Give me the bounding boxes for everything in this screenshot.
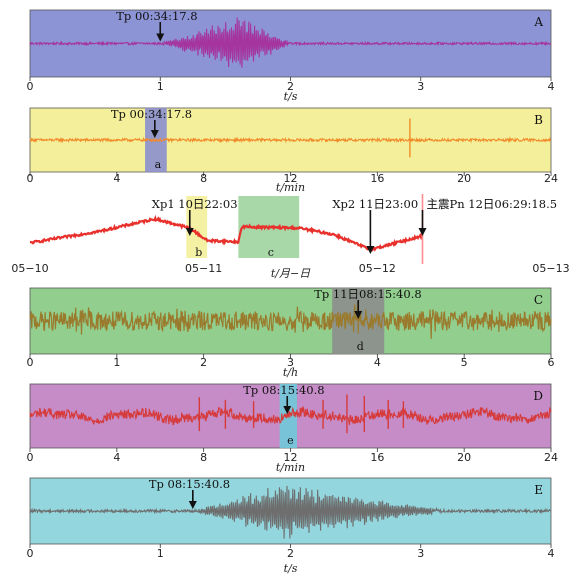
annotation-0: Tp 08:15:40.8 [243,383,324,397]
annotation-0: Tp 00:34:17.8 [111,107,192,121]
waveform-line [29,485,552,539]
tick-label: 20 [457,451,471,464]
panel-c: d Tp 11日08:15:40.8 C 0 1 2 3 4 5 6 t/h [27,287,555,379]
annotation-0: Xp1 10日22:03 [152,197,238,211]
tick-label: 0 [27,451,34,464]
annotation-0: Tp 08:15:40.8 [149,477,230,491]
tick-label: 05−13 [532,262,569,275]
tick-label: 3 [417,80,424,93]
tick-label: 05−12 [359,262,396,275]
x-axis-label: t/月−日 [271,267,311,280]
x-axis-label: t/min [276,461,305,474]
arrow-head-0 [156,33,165,42]
waveform-line [29,17,552,68]
window-label-a: a [155,158,162,171]
arrow-head-1 [366,246,375,254]
arrow-head-0 [283,406,292,414]
tick-label: 4 [113,451,120,464]
tick-label: 1 [157,80,164,93]
annotation-0: Tp 00:34:17.8 [116,9,197,23]
annotation-1: Xp2 11日23:00 [332,197,418,211]
window-label-c: c [268,246,274,259]
tick-label: 0 [27,547,34,560]
x-axis-label: t/min [276,181,305,194]
tick-label: 12 [284,172,298,185]
waveform-line [29,405,552,426]
x-axis-label: t/s [284,90,298,103]
x-axis-label: t/h [283,366,298,379]
window-label-e: e [287,434,294,447]
panel-label: C [534,293,543,307]
tick-label: 0 [27,80,34,93]
panel-e: Tp 08:15:40.8 E 0 1 2 3 4 t/s [27,477,555,575]
waveform-line [29,136,552,144]
tick-label: 8 [200,172,207,185]
tick-label: 1 [113,356,120,369]
tick-label: 05−11 [185,262,222,275]
tick-label: 0 [27,172,34,185]
tick-label: 5 [461,356,468,369]
tick-label: 1 [157,547,164,560]
waveform-line [29,302,552,339]
tick-label: 0 [27,356,34,369]
tick-label: 24 [544,451,558,464]
panel-label: E [534,483,543,497]
tick-label: 8 [200,451,207,464]
tick-label: 2 [200,356,207,369]
arrow-head-0 [354,311,363,319]
tick-label: 2 [287,80,294,93]
window-b [186,196,208,258]
tick-label: 4 [548,80,555,93]
panel-b: a Tp 00:34:17.8 B 0 4 8 12 16 20 24 t/min [27,107,559,194]
x-axis-label: t/s [284,562,298,575]
tick-label: 05−10 [11,262,48,275]
tick-label: 24 [544,172,558,185]
arrow-head-0 [150,130,159,138]
tick-label: 12 [284,451,298,464]
tick-label: 4 [374,356,381,369]
tick-label: 20 [457,172,471,185]
panel-label: B [534,113,543,127]
tick-label: 4 [548,547,555,560]
panel-d: e Tp 08:15:40.8 D 0 4 8 12 16 20 24 t/min [27,383,559,474]
panel-trend: b c Xp1 10日22:03 Xp2 11日23:00 主震Pn 12日06:29:… [11,194,570,280]
tick-label: 16 [370,172,384,185]
arrow-head-0 [188,501,197,509]
arrow-head-0 [185,228,194,236]
trend-line [29,214,424,252]
annotation-2: 主震Pn 12日06:29:18.5 [426,197,557,211]
panel-a: Tp 00:34:17.8 A 0 1 2 3 4 t/s [27,9,555,103]
annotation-0: Tp 11日08:15:40.8 [314,287,421,301]
arrow-head-2 [418,228,427,236]
tick-label: 2 [287,547,294,560]
tick-label: 16 [370,451,384,464]
tick-label: 4 [113,172,120,185]
window-label-d: d [357,340,364,353]
tick-label: 6 [548,356,555,369]
tick-label: 3 [417,547,424,560]
panel-label: A [533,15,543,29]
panel-label: D [533,389,543,403]
window-label-b: b [195,246,202,259]
tick-label: 3 [287,356,294,369]
